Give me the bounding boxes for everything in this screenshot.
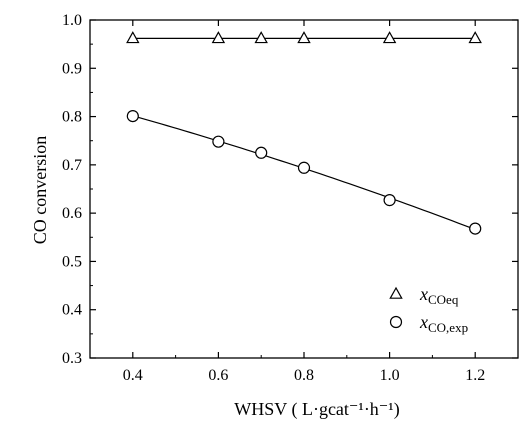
y-tick-label: 1.0 — [62, 12, 82, 29]
y-tick-label: 0.6 — [62, 205, 82, 222]
x-axis-title: WHSV ( L·gcat⁻¹·h⁻¹) — [234, 399, 399, 420]
circle-point — [255, 146, 268, 159]
y-tick-label: 0.4 — [62, 302, 82, 319]
legend-label: xCOeq — [419, 284, 459, 307]
x-tick-label: 0.8 — [294, 367, 314, 384]
triangle-point — [126, 31, 140, 44]
y-axis-title: CO conversion — [30, 136, 50, 244]
legend: xCOeq xCO,exp — [389, 284, 468, 335]
y-tick-label: 0.7 — [62, 157, 82, 174]
x-tick-label: 0.4 — [123, 367, 143, 384]
x-tick-label: 0.6 — [208, 367, 228, 384]
triangle-point — [211, 31, 226, 44]
y-tick-label: 0.5 — [62, 253, 82, 270]
legend-label: xCO,exp — [419, 312, 468, 335]
legend-triangle-icon — [389, 286, 403, 299]
fit-curves — [132, 37, 476, 231]
plot-frame — [89, 19, 519, 359]
data-points — [126, 31, 482, 235]
plot-border — [89, 19, 519, 359]
circle-point — [469, 222, 482, 235]
y-axis-ticks: 0.3 0.4 0.5 0.6 0.7 0.8 0.9 1.0 — [62, 12, 518, 367]
triangle-point — [382, 31, 397, 44]
y-tick-label: 0.3 — [62, 350, 82, 367]
triangle-point — [254, 31, 268, 44]
circle-point — [126, 109, 139, 123]
x-axis-ticks: 0.4 0.6 0.8 1.0 1.2 — [89, 20, 519, 384]
y-tick-label: 0.8 — [62, 109, 82, 126]
y-tick-label: 0.9 — [62, 60, 82, 77]
triangle-point — [468, 31, 482, 44]
x-tick-label: 1.2 — [465, 367, 485, 384]
circle-point — [212, 135, 225, 148]
legend-circle-icon — [389, 315, 403, 329]
triangle-point — [297, 31, 311, 44]
x-tick-label: 1.0 — [380, 367, 400, 384]
circle-point — [383, 194, 396, 207]
circle-point — [297, 161, 311, 174]
